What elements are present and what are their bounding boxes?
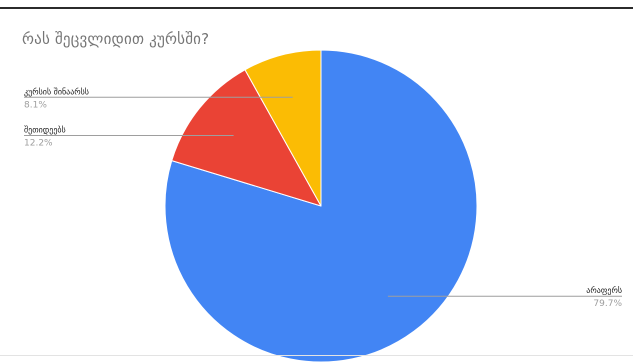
slice-label-arapers: არაფერს: [586, 285, 622, 295]
slice-label-kursis-shinaarss: კურსის შინაარსს: [24, 86, 89, 96]
slice-percent-arapers: 79.7%: [593, 299, 622, 309]
top-divider: [0, 7, 633, 9]
pie-slice-kursis-shinaarss[interactable]: [244, 49, 322, 207]
slice-percent-kursis-shinaarss: 8.1%: [24, 100, 47, 110]
slice-percent-shetideebs: 12.2%: [24, 139, 53, 149]
chart-title: რას შეცვლიდით კურსში?: [22, 30, 210, 48]
slice-label-shetideebs: შეთიდეებს: [24, 125, 66, 135]
bottom-divider: [0, 355, 633, 356]
pie-slice-shetideebs[interactable]: [171, 69, 322, 207]
